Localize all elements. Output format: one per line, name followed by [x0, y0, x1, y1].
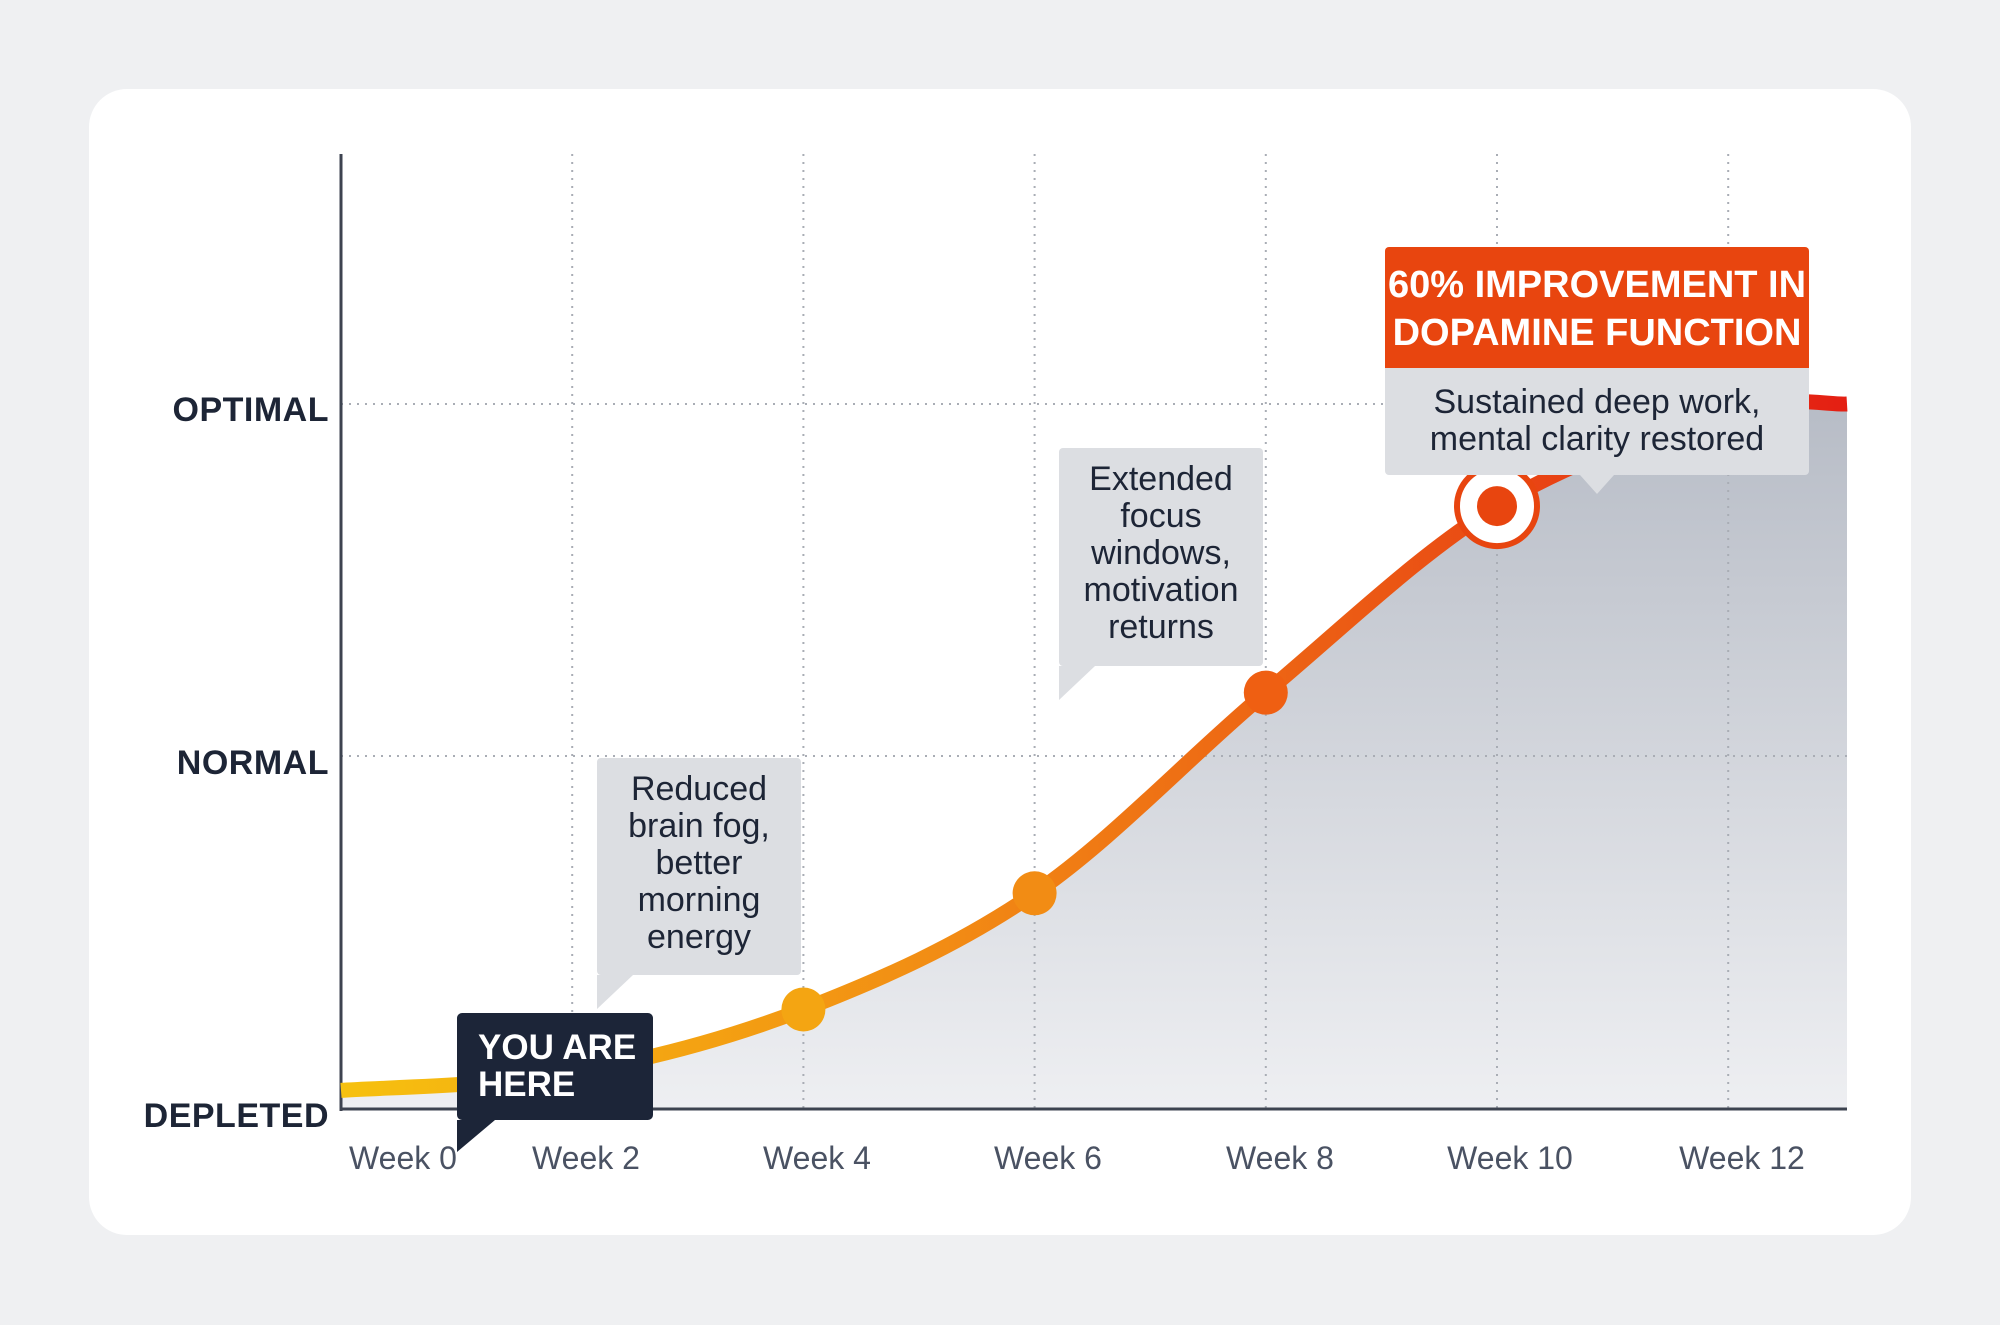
improvement-callout-tail [1580, 475, 1614, 494]
data-point-week-4 [781, 987, 826, 1032]
x-tick-label-week-0: Week 0 [349, 1140, 457, 1176]
data-point-week-6 [1012, 871, 1057, 916]
chart-card: OPTIMAL NORMAL DEPLETED Week 0 Week 2 We… [89, 89, 1911, 1235]
y-tick-label-depleted: DEPLETED [143, 1097, 329, 1135]
y-tick-label-optimal: OPTIMAL [172, 391, 329, 429]
improvement-headline-line-1: 60% IMPROVEMENT IN [1387, 264, 1807, 306]
x-tick-label-week-12: Week 12 [1679, 1140, 1805, 1176]
data-point-week-8 [1243, 670, 1288, 715]
callout-week-2-line-2: brain fog, [628, 807, 770, 845]
x-tick-label-week-4: Week 4 [763, 1140, 871, 1176]
x-tick-label-week-8: Week 8 [1226, 1140, 1334, 1176]
x-tick-label-week-2: Week 2 [532, 1140, 640, 1176]
improvement-description-line-1: Sustained deep work, [1433, 383, 1761, 421]
callout-week-6: Extended focus windows, motivation retur… [1059, 448, 1263, 700]
x-tick-label-week-6: Week 6 [994, 1140, 1102, 1176]
improvement-description: Sustained deep work, mental clarity rest… [1385, 368, 1809, 475]
you-are-here-marker: YOU ARE HERE [457, 1013, 653, 1152]
callout-week-2: Reduced brain fog, better morning energy [597, 758, 801, 1009]
callout-week-6-line-1: Extended [1089, 460, 1233, 498]
you-are-here-line-1: YOU ARE [478, 1028, 637, 1067]
callout-week-6-line-5: returns [1108, 608, 1214, 646]
improvement-headline-line-2: DOPAMINE FUNCTION [1392, 312, 1802, 354]
y-tick-label-normal: NORMAL [176, 744, 329, 782]
callout-week-6-line-3: windows, [1091, 534, 1231, 572]
callout-week-2-line-3: better [655, 844, 743, 882]
improvement-description-line-2: mental clarity restored [1429, 420, 1765, 458]
callout-week-2-line-5: energy [647, 918, 751, 956]
area-fill [341, 401, 1847, 1108]
callout-week-6-line-2: focus [1120, 497, 1202, 535]
callout-week-6-tail [1059, 666, 1095, 700]
data-point-week-10 [1477, 486, 1517, 527]
callout-week-6-line-4: motivation [1083, 571, 1239, 609]
callout-week-2-tail [597, 975, 633, 1009]
callout-week-2-line-1: Reduced [630, 770, 768, 808]
callout-week-2-line-4: morning [637, 881, 761, 919]
you-are-here-line-2: HERE [478, 1065, 576, 1104]
you-are-here-tail [457, 1120, 495, 1152]
x-tick-label-week-10: Week 10 [1447, 1140, 1573, 1176]
improvement-callout: 60% IMPROVEMENT IN DOPAMINE FUNCTION Sus… [1385, 247, 1809, 494]
improvement-headline: 60% IMPROVEMENT IN DOPAMINE FUNCTION [1385, 247, 1809, 368]
